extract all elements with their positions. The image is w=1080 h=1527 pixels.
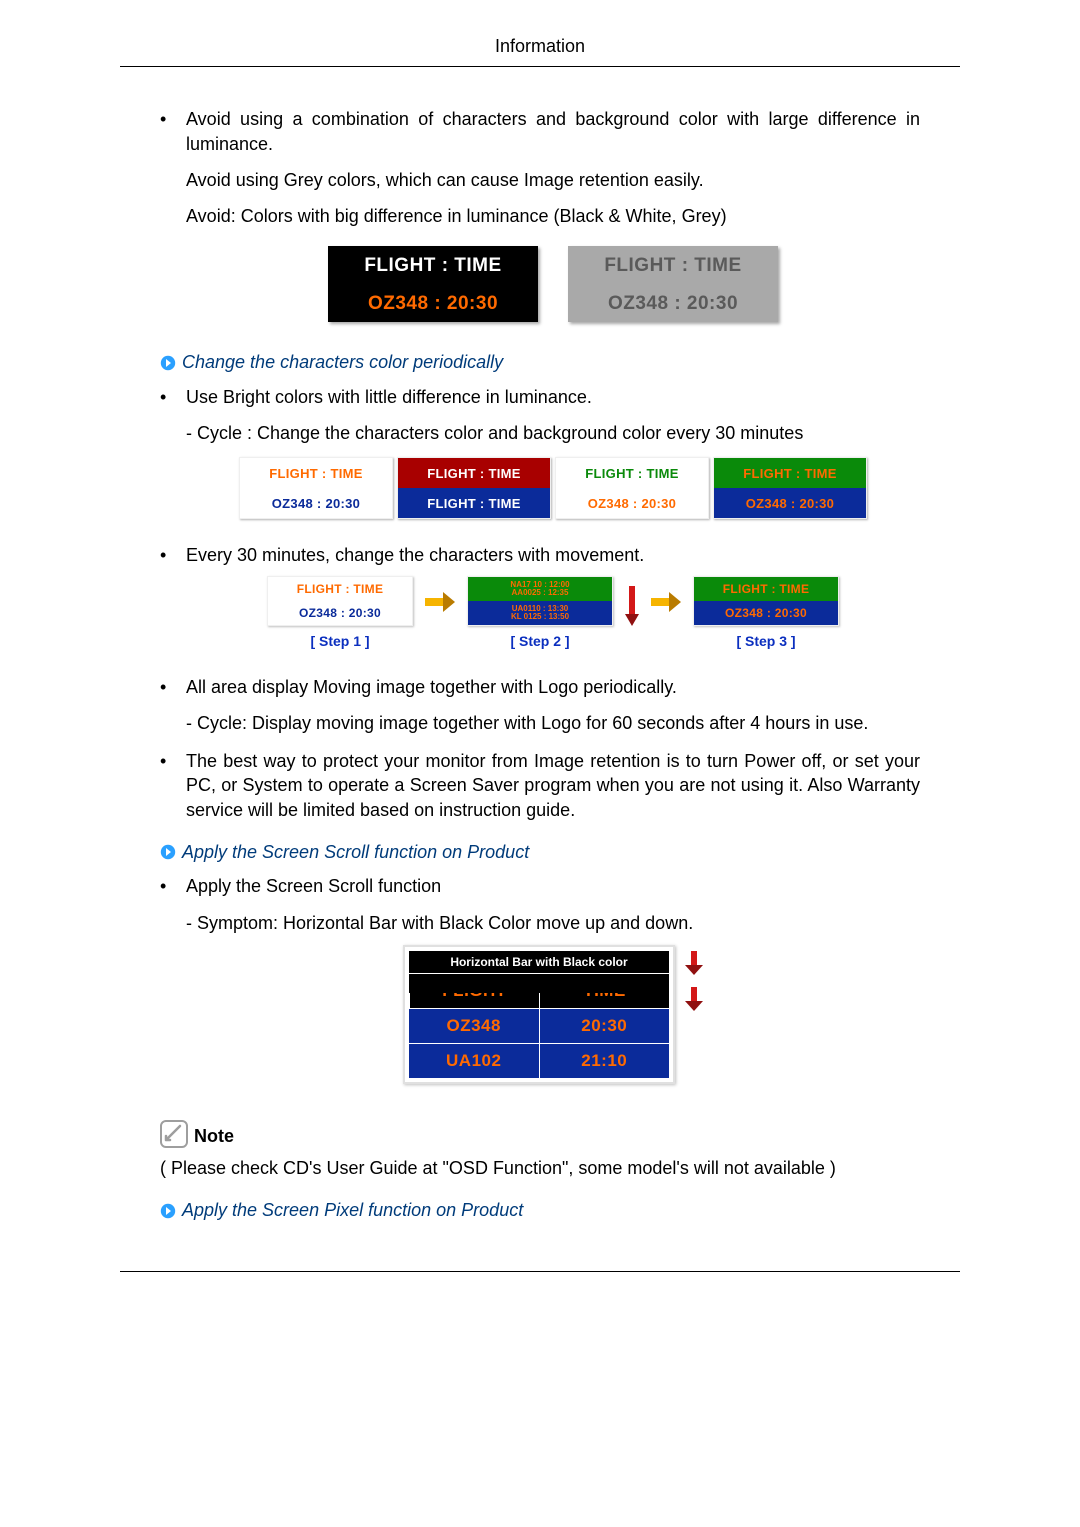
figure-contrast-panels: FLIGHT : TIME OZ348 : 20:30 FLIGHT : TIM…: [186, 246, 920, 322]
updown-arrows: [685, 945, 703, 1084]
arrow-down-icon: [625, 586, 639, 626]
footer-rule: [120, 1271, 960, 1272]
cell: 20:30: [539, 1009, 670, 1043]
panel-row: OZ348 : 20:30: [714, 488, 866, 518]
bullet-list: Apply the Screen Scroll function - Sympt…: [160, 874, 920, 1084]
bullet-subtext: - Cycle: Display moving image together w…: [186, 711, 920, 735]
step-label: [ Step 1 ]: [310, 632, 369, 651]
cell: OZ348: [409, 1009, 539, 1043]
panel-row: FLIGHT : TIME: [694, 577, 838, 601]
bullet-text: All area display Moving image together w…: [186, 677, 677, 697]
bullet-subtext: - Cycle : Change the characters color an…: [186, 421, 920, 445]
panel-row: FLIGHT : TIME: [398, 458, 550, 488]
panel-caption: Horizontal Bar with Black color: [409, 951, 669, 973]
step-column: FLIGHT : TIME OZ348 : 20:30 [ Step 1 ]: [267, 576, 413, 651]
bullet-item: The best way to protect your monitor fro…: [160, 749, 920, 822]
arrow-heading-text: Apply the Screen Pixel function on Produ…: [182, 1198, 523, 1222]
bullet-item: Apply the Screen Scroll function - Sympt…: [160, 874, 920, 1084]
step-label: [ Step 3 ]: [736, 632, 795, 651]
panel-row: OZ348 : 20:30: [568, 284, 778, 322]
arrow-right-icon: [160, 355, 176, 371]
panel-row: FLIGHT : TIME: [268, 577, 412, 601]
arrow-right-icon: [160, 844, 176, 860]
bullet-list: Avoid using a combination of characters …: [160, 107, 920, 322]
step-column: NA17 10 : 12:00 AA0025 : 12:35 UA0110 : …: [467, 576, 613, 651]
panel: FLIGHT : TIME OZ348 : 20:30: [713, 457, 867, 519]
panel-row: FLIGHT : TIME: [556, 458, 708, 488]
panel: FLIGHT : TIME OZ348 : 20:30: [267, 576, 413, 626]
table-row: FLIGHT TIME: [409, 973, 669, 1008]
panel: Horizontal Bar with Black color FLIGHT T…: [403, 945, 675, 1084]
bullet-subtext: Avoid: Colors with big difference in lum…: [186, 204, 920, 228]
panel-row: OZ348 : 20:30: [328, 284, 538, 322]
bullet-text: The best way to protect your monitor fro…: [186, 751, 920, 820]
arrow-right-icon: [425, 592, 455, 612]
bullet-text: Avoid using a combination of characters …: [186, 109, 920, 153]
panel-row: FLIGHT : TIME: [240, 458, 392, 488]
panel-row: OZ348 : 20:30: [556, 488, 708, 518]
arrow-down-icon: [685, 987, 703, 1011]
panel-row: OZ348 : 20:30: [268, 601, 412, 625]
black-bar-overlay: [409, 974, 669, 993]
scramble-line: AA0025 : 12:35: [512, 589, 569, 597]
arrow-down-icon: [685, 951, 703, 975]
arrow-heading: Change the characters color periodically: [160, 350, 920, 374]
arrow-heading: Apply the Screen Pixel function on Produ…: [160, 1198, 920, 1222]
panel-row: NA17 10 : 12:00 AA0025 : 12:35: [468, 577, 612, 601]
bullet-subtext: Avoid using Grey colors, which can cause…: [186, 168, 920, 192]
arrow-heading-text: Change the characters color periodically: [182, 350, 503, 374]
step-column: FLIGHT : TIME OZ348 : 20:30 [ Step 3 ]: [693, 576, 839, 651]
scramble-line: KL 0125 : 13:50: [511, 613, 569, 621]
figure-movement-steps: FLIGHT : TIME OZ348 : 20:30 [ Step 1 ] N: [186, 576, 920, 651]
content: Avoid using a combination of characters …: [120, 67, 960, 1222]
figure-color-cycle: FLIGHT : TIME OZ348 : 20:30 FLIGHT : TIM…: [186, 457, 920, 519]
cell: 21:10: [539, 1044, 670, 1078]
panel: FLIGHT : TIME FLIGHT : TIME: [397, 457, 551, 519]
panel-row: FLIGHT : TIME: [714, 458, 866, 488]
panel: FLIGHT : TIME OZ348 : 20:30: [239, 457, 393, 519]
note-label: Note: [194, 1124, 234, 1148]
arrow-right-icon: [160, 1203, 176, 1219]
cell: UA102: [409, 1044, 539, 1078]
panel: FLIGHT : TIME OZ348 : 20:30: [555, 457, 709, 519]
bullet-subtext: - Symptom: Horizontal Bar with Black Col…: [186, 911, 920, 935]
arrow-right-icon: [651, 592, 681, 612]
panel-row: FLIGHT : TIME: [398, 488, 550, 518]
panel-row: FLIGHT : TIME: [328, 246, 538, 284]
panel: FLIGHT : TIME OZ348 : 20:30: [328, 246, 538, 322]
page: Information Avoid using a combination of…: [0, 0, 1080, 1527]
note-text: ( Please check CD's User Guide at "OSD F…: [160, 1156, 920, 1180]
panel-row: OZ348 : 20:30: [240, 488, 392, 518]
page-title: Information: [495, 36, 585, 56]
page-header: Information: [120, 0, 960, 67]
table-row: OZ348 20:30: [409, 1008, 669, 1043]
panel: FLIGHT : TIME OZ348 : 20:30: [568, 246, 778, 322]
bullet-list: Use Bright colors with little difference…: [160, 385, 920, 822]
table-row: UA102 21:10: [409, 1043, 669, 1078]
bullet-text: Every 30 minutes, change the characters …: [186, 545, 644, 565]
panel-row: UA0110 : 13:30 KL 0125 : 13:50: [468, 601, 612, 625]
step-label: [ Step 2 ]: [510, 632, 569, 651]
panel-row: OZ348 : 20:30: [694, 601, 838, 625]
bullet-item: All area display Moving image together w…: [160, 675, 920, 736]
panel: NA17 10 : 12:00 AA0025 : 12:35 UA0110 : …: [467, 576, 613, 626]
panel: FLIGHT : TIME OZ348 : 20:30: [693, 576, 839, 626]
bullet-text: Apply the Screen Scroll function: [186, 876, 441, 896]
note-row: Note: [160, 1120, 920, 1148]
arrow-heading: Apply the Screen Scroll function on Prod…: [160, 840, 920, 864]
note-icon: [160, 1120, 188, 1148]
bullet-item: Every 30 minutes, change the characters …: [160, 543, 920, 650]
bullet-text: Use Bright colors with little difference…: [186, 387, 592, 407]
arrow-heading-text: Apply the Screen Scroll function on Prod…: [182, 840, 529, 864]
bullet-item: Use Bright colors with little difference…: [160, 385, 920, 520]
figure-scroll-bar: Horizontal Bar with Black color FLIGHT T…: [186, 945, 920, 1084]
bullet-item: Avoid using a combination of characters …: [160, 107, 920, 322]
panel-row: FLIGHT : TIME: [568, 246, 778, 284]
